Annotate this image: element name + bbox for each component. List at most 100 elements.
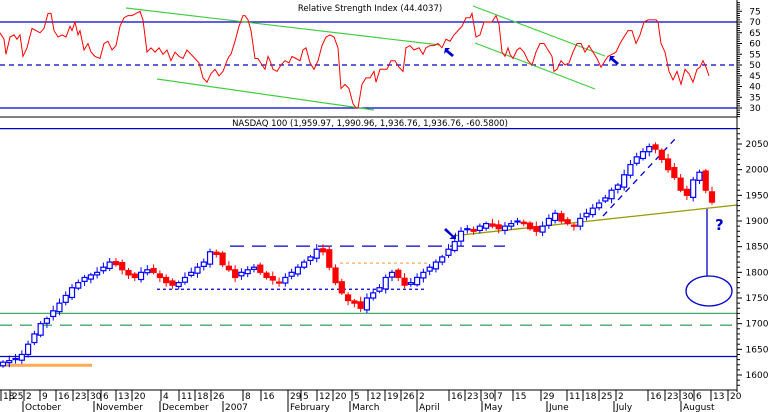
date-tick-label: 8: [245, 392, 251, 402]
candle: [577, 217, 584, 227]
date-tick-label: 18: [585, 392, 597, 402]
candle: [664, 158, 672, 171]
candle: [483, 222, 490, 229]
candle: [420, 271, 427, 279]
candle: [614, 184, 621, 190]
month-label: May: [484, 403, 503, 412]
date-tick-label: 5: [354, 392, 360, 402]
question-mark: ?: [715, 216, 724, 234]
candle: [301, 261, 308, 268]
candle: [112, 261, 120, 266]
candle: [232, 269, 239, 279]
date-tick-label: 2: [419, 392, 425, 402]
candle: [457, 230, 465, 242]
olive-support-trendline: [451, 204, 738, 237]
rsi-axis-label: 40: [749, 83, 761, 93]
candle: [194, 266, 201, 274]
candle: [213, 251, 220, 255]
candle: [646, 145, 653, 153]
candle: [608, 189, 615, 200]
candle: [564, 219, 571, 225]
candle: [351, 300, 358, 304]
rsi-axis-label: 70: [749, 18, 761, 28]
date-tick-label: 29: [543, 392, 555, 402]
candle: [181, 276, 189, 283]
candle: [206, 251, 214, 265]
date-tick-label: 23: [75, 392, 86, 402]
candle: [445, 248, 452, 256]
candle: [0, 361, 7, 367]
candle: [696, 171, 703, 181]
price-annotations: [444, 209, 733, 307]
date-tick-label: 30: [483, 392, 495, 402]
candle: [313, 248, 320, 259]
candle: [533, 226, 540, 232]
blue-channel-trendline: [602, 137, 677, 217]
date-tick-label: 30: [90, 392, 102, 402]
rsi-axis-label: 75: [749, 7, 760, 17]
candle: [558, 213, 565, 222]
candle: [275, 281, 283, 284]
month-label: October: [25, 403, 61, 412]
candle: [407, 282, 414, 285]
date-tick-label: 20: [134, 392, 146, 402]
month-label: June: [548, 403, 569, 412]
candle: [344, 294, 352, 302]
candle: [338, 281, 345, 294]
candle: [225, 265, 232, 271]
rsi-axis-label: 35: [749, 93, 760, 103]
candle: [520, 221, 527, 225]
candle: [250, 266, 258, 270]
date-tick-label: 30: [682, 392, 694, 402]
candle: [319, 248, 327, 253]
rsi-trendline: [472, 5, 606, 57]
candle: [439, 256, 446, 263]
date-tick-label: 16: [263, 392, 275, 402]
candle: [683, 188, 691, 196]
date-tick-label: 2: [26, 392, 32, 402]
candle: [451, 240, 458, 252]
candle: [395, 269, 402, 279]
price-reference-lines: [0, 127, 737, 367]
price-axis-label: 1850: [746, 243, 769, 253]
date-tick-label: 26: [213, 392, 225, 402]
candle: [690, 179, 697, 198]
candle: [156, 273, 163, 279]
arrow-icon: [609, 56, 619, 65]
candle: [426, 266, 433, 272]
candle: [131, 273, 138, 279]
candle: [188, 271, 195, 277]
date-tick-label: 13: [118, 392, 129, 402]
rsi-axis-label: 55: [749, 50, 760, 60]
candle: [6, 360, 13, 364]
date-tick-label: 6: [103, 392, 109, 402]
month-label: November: [96, 403, 143, 412]
rsi-trendline: [156, 78, 375, 111]
candle: [495, 224, 502, 230]
candlesticks: [0, 142, 716, 368]
candle: [382, 276, 389, 290]
rsi-axis-label: 50: [749, 61, 761, 71]
month-label: July: [615, 403, 633, 412]
rsi-line: [0, 10, 710, 109]
price-axis-label: 2050: [746, 140, 769, 150]
rsi-panel: Relative Strength Index (44.4037) 757065…: [0, 0, 761, 118]
candle: [464, 228, 471, 231]
candle: [238, 271, 245, 277]
candle: [432, 261, 440, 270]
candle: [288, 271, 295, 277]
arrow-icon: [444, 48, 454, 57]
date-tick-label: 16: [650, 392, 662, 402]
candle: [639, 151, 647, 160]
rsi-axis-label: 65: [749, 29, 760, 39]
date-tick-label: 4: [163, 392, 169, 402]
candle: [388, 271, 396, 278]
date-tick-label: 7: [497, 392, 503, 402]
candle: [633, 156, 640, 164]
candle: [652, 144, 659, 150]
candle: [508, 222, 515, 227]
candle: [526, 222, 534, 230]
candle: [200, 261, 207, 267]
candle: [269, 276, 276, 281]
